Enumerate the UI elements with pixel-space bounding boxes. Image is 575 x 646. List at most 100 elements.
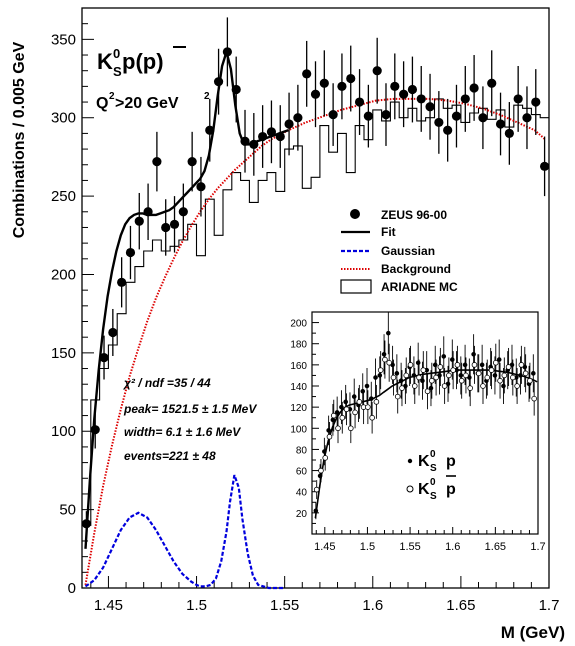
inset-point-pbar [365,404,371,410]
inset-point-pbar [424,388,431,395]
x-tick-label: 1.7 [539,597,560,614]
inset-y-tick-label: 140 [290,382,307,393]
legend-label-background: Background [381,262,451,276]
inset-point-p [394,371,400,376]
inset-point-pbar [403,372,410,379]
inset-legend-sub-p: S [430,463,437,474]
q2-sup-2: 2 [204,91,210,102]
inset-point-p [496,357,502,362]
inset-point-pbar [390,374,397,381]
inset-point-p [386,330,391,336]
gaussian-curve [84,474,285,590]
data-point [487,78,497,88]
inset-point-p [326,428,331,433]
data-point [275,131,285,142]
inset-point-pbar [420,367,427,373]
inset-legend-marker-p [407,458,413,464]
data-point [284,119,294,129]
inset-point-pbar [318,467,324,474]
inset-x-axis: 1.45 1.5 1.55 1.6 1.65 1.7 [314,527,546,553]
inset-x-tick-label: 1.65 [485,541,506,553]
inset-point-p [360,388,366,394]
inset-point-p [343,399,348,405]
legend-entry-fit: Fit [341,225,396,239]
main-plot-frame [81,7,550,589]
inset-legend-k-p: K [418,453,430,470]
background-curve [84,97,547,586]
data-point [478,113,488,123]
data-point [117,277,127,287]
title-rest: p(p) [122,49,164,74]
main-y-axis: 0 50 100 150 200 250 300 350 [51,23,94,597]
data-point [451,111,462,121]
inset-point-pbar [522,370,529,377]
inset-legend-label-pbar: p [446,481,456,498]
legend-box-ariadne [340,279,372,294]
x-axis-label: M (GeV) [501,623,565,642]
data-point [134,216,144,226]
data-point [81,519,92,529]
peak-text: peak= 1521.5 ± 1.5 MeV [123,402,257,416]
inset-point-pbar [386,359,392,366]
main-plot: 1.45 1.5 1.55 1.6 1.65 1.7 050100150200250300… [11,7,565,642]
data-point [213,77,224,87]
inset-point-pbar [330,412,337,419]
mc-step-line [82,98,549,526]
inset-point-p [501,383,506,389]
inset-legend-entry-pbar: K 0 S p [406,475,456,502]
legend-entry-background: Background [341,262,451,276]
inset-point-pbar [471,362,478,368]
inset-point-pbar [480,383,486,389]
inset-point-pbar [518,362,525,368]
data-point [266,127,277,137]
inset-legend-entry-p: K 0 S p [407,449,456,474]
data-point [161,222,171,233]
x-tick-label: 1.65 [446,597,475,614]
data-point [407,84,418,95]
data-point [399,89,409,99]
data-point [258,131,268,142]
legend-entry-zeus: ZEUS 96-00 [350,208,447,222]
q2-sup-1: 2 [109,91,115,102]
inset-point-pbar [356,399,363,405]
inset-point-pbar [369,414,375,421]
inset-point-pbar [335,425,341,432]
data-point [531,97,541,107]
q2-label: Q 2 >20 GeV 2 [96,91,210,112]
data-point [293,113,303,123]
width-text: width= 6.1 ± 1.6 MeV [124,425,241,439]
legend: ZEUS 96-00 Fit Gaussian Background ARIAD… [340,208,458,294]
inset-y-tick-label: 100 [290,424,307,435]
inset-y-tick-label: 120 [290,403,307,414]
inset-y-tick-label: 160 [290,361,307,372]
inset-point-pbar [467,385,474,391]
data-point [416,94,426,104]
data-point [196,182,206,192]
inset-legend-label-p: p [446,453,456,470]
background-line [84,97,547,586]
plot-title: K 0 S p(p) [97,46,186,79]
data-point [240,136,250,146]
data-point [302,69,312,79]
y-tick-label: 100 [51,423,76,440]
inset-point-p [313,508,319,514]
y-tick-label: 0 [68,580,76,597]
inset-point-p [479,362,485,368]
inset-point-pbar [416,374,422,381]
inset-point-pbar [441,383,448,389]
x-tick-label: 1.55 [270,597,299,614]
inset-point-pbar [446,372,452,379]
inset-legend-marker-pbar [406,485,414,493]
data-point [495,119,506,129]
data-point [539,161,550,171]
inset-point-pbar [343,406,350,413]
inset-point-p [322,449,327,454]
inset-point-pbar [454,362,461,368]
data-point [469,83,479,93]
data-point [390,81,400,91]
inset-x-tick-label: 1.7 [530,541,545,553]
inset-point-pbar [313,486,320,493]
inset-point-pbar [450,367,456,373]
inset-point-pbar [352,409,358,416]
inset-point-pbar [505,364,512,370]
